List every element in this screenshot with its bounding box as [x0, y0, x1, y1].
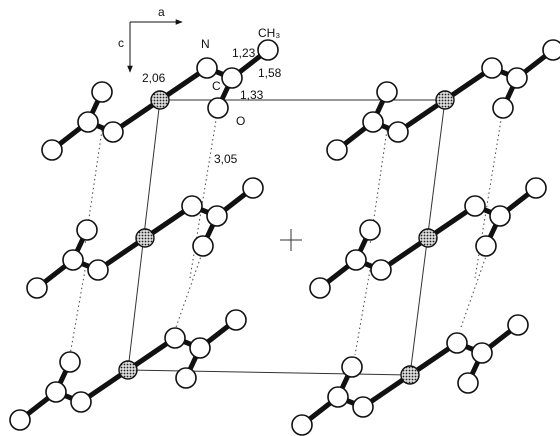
atom [92, 82, 112, 102]
atom [543, 40, 560, 60]
metal-atom [401, 366, 419, 384]
atom [103, 122, 123, 142]
atom [353, 397, 373, 417]
atom [60, 352, 80, 372]
atom [193, 236, 213, 256]
crystal-structure-diagram: a c N 1,23CH₃ 2,06 1,58 C 1,33 O 3,05 [0, 0, 560, 436]
atom [243, 178, 263, 198]
molecules [10, 40, 560, 435]
atom [493, 98, 513, 118]
atom [88, 260, 108, 280]
label: 1,33 [240, 88, 264, 102]
atom [476, 236, 496, 256]
atom [327, 140, 347, 160]
label: 3,05 [214, 152, 238, 166]
label: 2,06 [142, 71, 166, 85]
atom [371, 260, 391, 280]
atom [388, 122, 408, 142]
atom [292, 415, 312, 435]
atom [328, 387, 348, 407]
atom [482, 58, 502, 78]
atom [507, 68, 527, 88]
atom [360, 220, 380, 240]
atom [472, 343, 492, 363]
atom [46, 382, 66, 402]
atom [363, 112, 383, 132]
atom [377, 82, 397, 102]
molecule [10, 310, 246, 430]
atom [176, 368, 196, 388]
metal-atom [151, 91, 169, 109]
metal-atom [436, 91, 454, 109]
atom [342, 357, 362, 377]
label: c [118, 36, 124, 50]
atom [508, 315, 528, 335]
label: O [236, 114, 245, 128]
atom [222, 68, 242, 88]
atom [77, 220, 97, 240]
metal-atom [136, 229, 154, 247]
center-cross [280, 229, 302, 251]
atom [78, 112, 98, 132]
molecule [292, 315, 528, 435]
atom [490, 206, 510, 226]
atom [182, 196, 202, 216]
label: CH₃ [258, 26, 280, 40]
atom [10, 410, 30, 430]
atom [165, 328, 185, 348]
atom [458, 373, 478, 393]
atom [27, 278, 47, 298]
label: N [201, 37, 210, 51]
atom [346, 250, 366, 270]
atom [465, 196, 485, 216]
atom [63, 250, 83, 270]
atom [310, 278, 330, 298]
atom [526, 178, 546, 198]
atom [71, 392, 91, 412]
atom [197, 58, 217, 78]
label: 1,23 [232, 46, 256, 60]
axes [130, 22, 182, 72]
label: a [158, 5, 165, 19]
label: C [212, 79, 221, 93]
atom [207, 206, 227, 226]
atom [447, 333, 467, 353]
molecule [27, 178, 263, 298]
atom [208, 98, 228, 118]
metal-atom [119, 361, 137, 379]
atom [190, 338, 210, 358]
label: 1,58 [258, 66, 282, 80]
metal-atom [419, 229, 437, 247]
atom [258, 40, 278, 60]
atom [226, 310, 246, 330]
molecule [310, 178, 546, 298]
atom [42, 140, 62, 160]
